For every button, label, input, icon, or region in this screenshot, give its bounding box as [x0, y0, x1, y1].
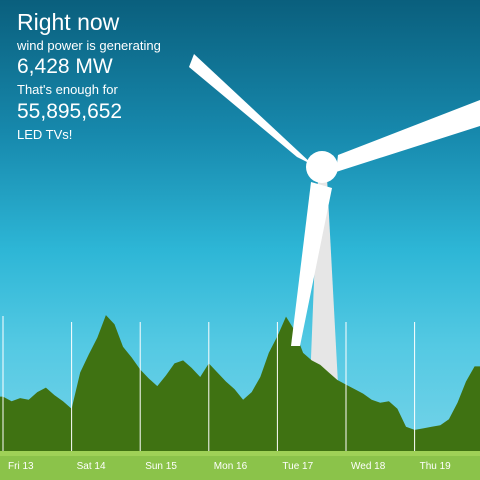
output-chart: Fri 13 Sat 14 Sun 15 Mon 16 Tue 17 Wed 18 Thu … [0, 315, 480, 480]
day-label: Sun 15 [145, 461, 177, 472]
power-value: 6,428 MW [17, 55, 113, 78]
turbine-hub [306, 151, 338, 183]
output-area [0, 315, 480, 451]
equivalent-unit: LED TVs! [17, 127, 73, 142]
day-label: Thu 19 [420, 461, 452, 472]
ground-strip-highlight [0, 451, 480, 456]
equivalent-count: 55,895,652 [17, 100, 123, 123]
day-label: Mon 16 [214, 461, 248, 472]
day-labels: Fri 13 Sat 14 Sun 15 Mon 16 Tue 17 Wed 18 Thu … [8, 461, 451, 472]
enough-label: That's enough for [17, 82, 118, 97]
day-label: Wed 18 [351, 461, 386, 472]
day-label: Tue 17 [282, 461, 313, 472]
day-label: Sat 14 [77, 461, 106, 472]
wind-turbine-rotor [189, 54, 480, 346]
day-gridlines [2, 316, 416, 471]
turbine-blade-up-left [189, 54, 313, 165]
headline: Right now [17, 9, 120, 35]
subhead: wind power is generating [17, 38, 161, 53]
day-label: Fri 13 [8, 461, 34, 472]
turbine-blade-down [291, 182, 332, 346]
turbine-blade-right [336, 100, 480, 172]
